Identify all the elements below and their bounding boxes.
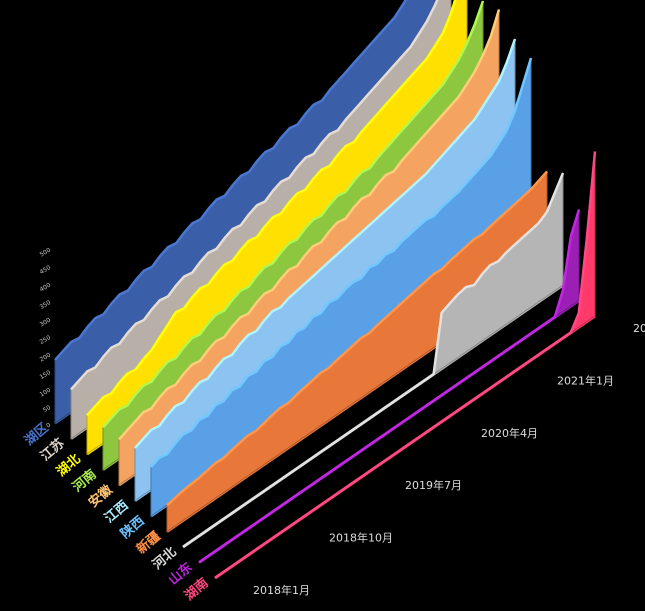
y-tick-label: 250 (39, 334, 53, 346)
y-tick-label: 350 (39, 299, 53, 311)
y-tick-label: 0 (45, 422, 52, 430)
x-tick-label: 2021年12月 (633, 321, 645, 335)
y-tick-label: 150 (39, 369, 53, 381)
series-3 (182, 172, 565, 549)
series-edge (86, 0, 457, 417)
x-tick-label: 2019年7月 (405, 478, 462, 492)
series-edge (166, 170, 548, 507)
y-tick-label: 200 (39, 352, 53, 364)
series-1 (214, 151, 597, 580)
series-edge (198, 209, 581, 564)
x-tick-label: 2018年10月 (329, 531, 393, 545)
y-tick-label: 50 (42, 404, 52, 414)
series-edge (150, 57, 533, 468)
series-2 (198, 209, 581, 564)
series-edge (118, 9, 501, 441)
series-edge (54, 0, 408, 361)
y-tick-label: 450 (39, 264, 53, 276)
series-edge (102, 0, 485, 429)
series-edge (70, 0, 439, 391)
y-tick-label: 400 (39, 282, 53, 294)
series-edge (214, 151, 597, 580)
y-tick-label: 300 (39, 317, 53, 329)
y-tick-label: 100 (39, 387, 53, 399)
y-tick-label: 500 (39, 247, 53, 259)
x-tick-label: 2021年1月 (557, 373, 614, 387)
x-tick-label: 2020年4月 (481, 426, 538, 440)
series-edge (134, 38, 517, 449)
series-edge (182, 172, 565, 549)
x-tick-label: 2018年1月 (253, 583, 310, 597)
series-layer (54, 0, 597, 580)
